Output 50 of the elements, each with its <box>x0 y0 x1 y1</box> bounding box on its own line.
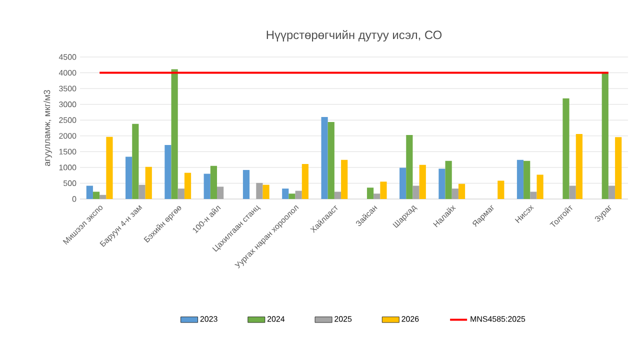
bar <box>217 186 224 199</box>
bar <box>295 190 302 199</box>
bar <box>602 73 608 199</box>
bar <box>282 188 289 199</box>
bar <box>615 137 622 199</box>
bar <box>100 194 106 199</box>
bar <box>498 180 504 199</box>
bar <box>608 186 616 199</box>
bar <box>562 98 570 199</box>
bar <box>86 186 93 199</box>
bar <box>321 116 328 199</box>
bar <box>530 192 537 199</box>
bar <box>412 186 420 199</box>
bar <box>374 194 380 199</box>
chart-title: Нүүрстөрөгчийн дутуу исэл, СО <box>266 30 442 42</box>
bar <box>576 134 582 199</box>
bar <box>262 184 270 199</box>
bar <box>445 160 452 199</box>
bar <box>458 184 466 199</box>
bar <box>452 188 458 199</box>
bar <box>126 156 132 199</box>
bar <box>419 164 426 199</box>
bar <box>341 160 348 199</box>
bar <box>400 168 406 199</box>
bar <box>256 182 263 199</box>
bar <box>302 164 308 199</box>
y-axis-title: агуулламж, мкг/м3 <box>44 90 52 166</box>
bar <box>536 174 544 199</box>
bar <box>288 194 296 199</box>
bar <box>132 124 139 199</box>
bar <box>524 160 530 199</box>
bar <box>242 170 250 199</box>
bar <box>210 166 218 199</box>
bar <box>516 160 524 199</box>
bar <box>164 145 172 199</box>
bar <box>92 192 100 199</box>
bar <box>334 192 342 199</box>
bar <box>184 172 192 199</box>
bar <box>380 182 387 199</box>
bar <box>138 184 146 199</box>
bar <box>569 186 576 199</box>
bar <box>171 69 178 199</box>
bar <box>328 122 334 199</box>
bar <box>366 188 374 199</box>
bar <box>406 134 413 199</box>
bar <box>178 188 184 199</box>
bar <box>145 166 152 199</box>
bar <box>438 168 446 199</box>
bar <box>106 136 113 199</box>
bar <box>204 174 210 199</box>
